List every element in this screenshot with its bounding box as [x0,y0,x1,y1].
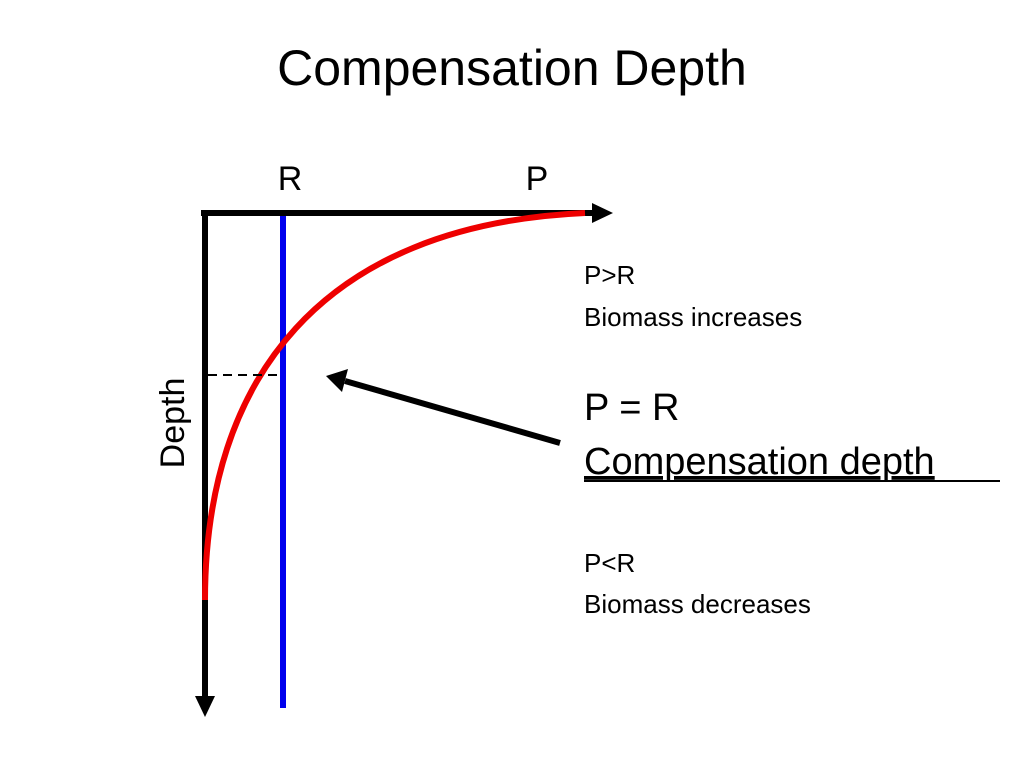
annotation: Compensation depth [584,441,935,483]
production-curve [202,210,586,601]
annotation: P<R [584,548,635,578]
depth-label: Depth [154,378,192,469]
annotation: P = R [584,387,679,429]
r-label: R [278,160,303,198]
annotation: Biomass decreases [584,589,811,619]
p-label: P [526,160,549,198]
axis-arrowhead [592,203,613,223]
pointer-arrowhead [326,369,348,392]
annotation: Biomass increases [584,302,802,332]
axis-arrowhead [195,696,215,717]
title: Compensation Depth [277,40,747,96]
pointer-arrow [344,378,561,446]
annotation: P>R [584,260,635,290]
